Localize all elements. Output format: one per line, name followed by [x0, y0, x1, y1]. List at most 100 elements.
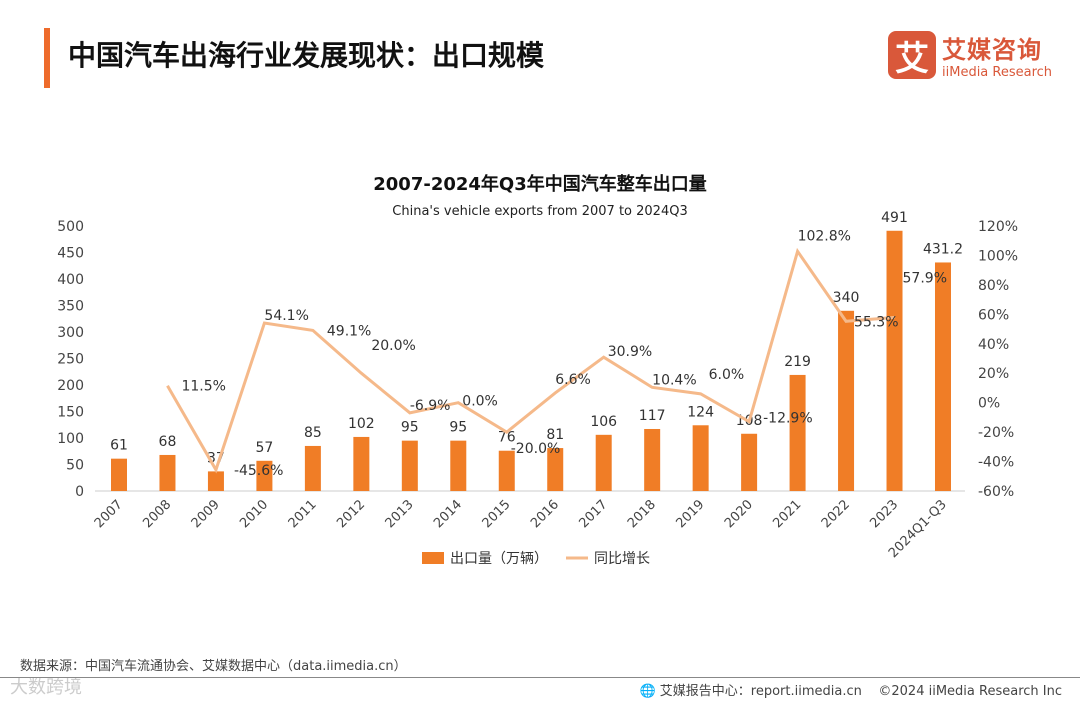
bar	[401, 440, 418, 491]
x-tick-label: 2023	[867, 497, 901, 531]
bar-value-label: 117	[639, 408, 666, 424]
x-tick-label: 2020	[722, 497, 756, 531]
x-tick-label: 2008	[140, 497, 174, 531]
right-tick-label: 20%	[978, 366, 1009, 382]
source-note: 数据来源：中国汽车流通协会、艾媒数据中心（data.iimedia.cn）	[20, 659, 407, 674]
growth-value-label: 6.0%	[709, 367, 745, 383]
footer-divider	[0, 677, 1080, 678]
chart-subtitle: China's vehicle exports from 2007 to 202…	[392, 204, 687, 219]
left-tick-label: 400	[57, 272, 84, 288]
logo: 艾 艾媒咨询 iiMedia Research	[888, 30, 1052, 80]
copyright: ©2024 iiMedia Research Inc	[878, 684, 1062, 699]
growth-value-label: 20.0%	[371, 338, 415, 354]
bar	[644, 428, 661, 491]
bar-value-label: 57	[255, 440, 273, 456]
growth-value-label: 49.1%	[327, 323, 371, 339]
growth-value-label: 54.1%	[264, 308, 308, 324]
logo-mark: 艾	[888, 31, 936, 79]
left-tick-label: 500	[57, 219, 84, 235]
x-tick-label: 2019	[673, 497, 707, 531]
bar	[789, 374, 806, 491]
bar-value-label: 431.2	[923, 241, 963, 257]
bar	[692, 425, 709, 491]
bar	[111, 458, 127, 491]
watermark: 大数跨境	[10, 677, 82, 698]
page-title: 中国汽车出海行业发展现状：出口规模	[68, 39, 545, 72]
bar	[450, 440, 467, 491]
logo-en: iiMedia Research	[942, 65, 1053, 80]
right-tick-label: -40%	[978, 455, 1014, 471]
bar-value-label: 68	[159, 434, 177, 450]
bar	[595, 434, 612, 491]
growth-value-label: 102.8%	[798, 228, 851, 244]
left-tick-label: 350	[57, 299, 84, 315]
legend-line-label: 同比增长	[594, 551, 650, 567]
chart: 2007-2024年Q3年中国汽车整车出口量 China's vehicle e…	[57, 173, 1018, 567]
x-tick-label: 2021	[770, 497, 804, 531]
growth-value-label: -12.9%	[763, 411, 813, 427]
title-accent-bar	[44, 28, 50, 88]
bar	[547, 448, 564, 491]
bar-value-label: 81	[546, 427, 564, 443]
x-tick-label: 2018	[625, 497, 659, 531]
bar	[159, 454, 176, 491]
growth-value-label: 11.5%	[181, 379, 225, 395]
growth-value-label: -20.0%	[511, 441, 561, 457]
left-tick-label: 250	[57, 352, 84, 368]
left-tick-label: 0	[75, 484, 84, 500]
x-tick-label: 2014	[431, 497, 465, 531]
x-tick-label: 2010	[237, 497, 271, 531]
chart-title: 2007-2024年Q3年中国汽车整车出口量	[373, 173, 707, 195]
bar	[256, 460, 273, 491]
left-tick-label: 300	[57, 325, 84, 341]
bar-value-label: 102	[348, 416, 375, 432]
legend-bar-swatch	[422, 552, 444, 564]
bar	[207, 471, 224, 491]
x-tick-label: 2012	[334, 497, 368, 531]
bar	[353, 436, 370, 491]
right-tick-label: -60%	[978, 484, 1014, 500]
x-tick-label: 2013	[383, 497, 417, 531]
left-tick-label: 100	[57, 431, 84, 447]
growth-value-label: 30.9%	[608, 344, 652, 360]
growth-value-label: 57.9%	[903, 270, 947, 286]
x-tick-label: 2022	[819, 497, 853, 531]
bar-value-label: 124	[687, 404, 714, 420]
right-tick-label: 120%	[978, 219, 1018, 235]
growth-value-label: 10.4%	[652, 372, 696, 388]
logo-cn: 艾媒咨询	[942, 36, 1042, 64]
right-tick-label: 0%	[978, 396, 1000, 412]
bar-value-label: 106	[590, 414, 617, 430]
bar	[838, 310, 855, 491]
bar	[741, 433, 758, 491]
growth-value-label: 6.6%	[555, 372, 591, 388]
right-tick-label: 100%	[978, 248, 1018, 264]
left-tick-label: 450	[57, 246, 84, 262]
growth-value-label: -45.6%	[234, 463, 284, 479]
bar	[304, 445, 321, 491]
growth-value-label: 0.0%	[462, 394, 498, 410]
growth-line	[166, 247, 895, 474]
bar-value-label: 491	[881, 210, 908, 226]
left-tick-label: 200	[57, 378, 84, 394]
right-tick-label: 60%	[978, 307, 1009, 323]
footer-info: 🌐 艾媒报告中心：report.iimedia.cn ©2024 iiMedia…	[639, 684, 1062, 699]
x-tick-label: 2007	[92, 497, 126, 531]
x-tick-label: 2015	[480, 497, 514, 531]
x-tick-label: 2016	[528, 497, 562, 531]
bar	[886, 230, 903, 491]
growth-value-label: 55.3%	[854, 314, 898, 330]
x-tick-label: 2009	[189, 497, 223, 531]
bar	[498, 450, 515, 491]
bar-value-label: 95	[401, 420, 419, 436]
bar-value-label: 340	[833, 290, 860, 306]
right-tick-label: -20%	[978, 425, 1014, 441]
bar	[934, 262, 951, 491]
report-link[interactable]: 艾媒报告中心：report.iimedia.cn	[659, 684, 862, 699]
bar-value-label: 61	[110, 438, 128, 454]
growth-value-label: -6.9%	[410, 398, 451, 414]
legend-bar-label: 出口量（万辆）	[450, 551, 548, 567]
bar-value-label: 76	[498, 430, 516, 446]
right-tick-label: 40%	[978, 337, 1009, 353]
